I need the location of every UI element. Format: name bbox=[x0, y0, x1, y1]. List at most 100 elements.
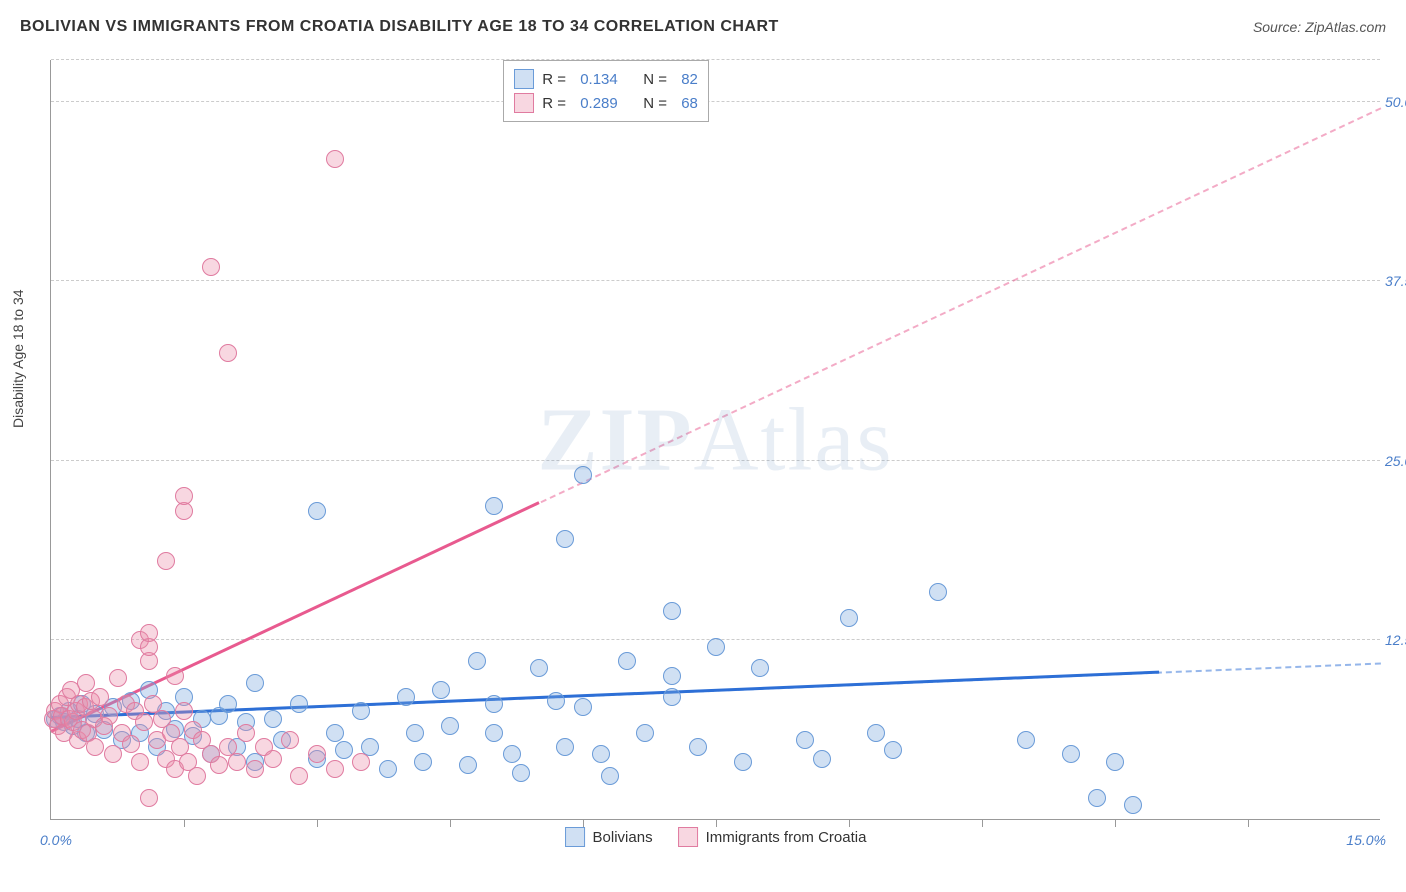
data-point bbox=[91, 688, 109, 706]
data-point bbox=[707, 638, 725, 656]
x-tick bbox=[583, 819, 584, 827]
data-point bbox=[264, 710, 282, 728]
gridline bbox=[51, 280, 1380, 281]
chart-header: BOLIVIAN VS IMMIGRANTS FROM CROATIA DISA… bbox=[0, 0, 1406, 46]
legend-swatch bbox=[514, 93, 534, 113]
y-tick-label: 12.5% bbox=[1385, 632, 1406, 648]
x-tick bbox=[317, 819, 318, 827]
data-point bbox=[689, 738, 707, 756]
legend-label: Immigrants from Croatia bbox=[706, 829, 867, 846]
data-point bbox=[397, 688, 415, 706]
x-tick bbox=[849, 819, 850, 827]
data-point bbox=[618, 652, 636, 670]
data-point bbox=[530, 659, 548, 677]
data-point bbox=[335, 741, 353, 759]
data-point bbox=[556, 530, 574, 548]
data-point bbox=[135, 713, 153, 731]
data-point bbox=[884, 741, 902, 759]
data-point bbox=[86, 738, 104, 756]
legend-r-value: 0.289 bbox=[580, 95, 635, 112]
data-point bbox=[175, 487, 193, 505]
data-point bbox=[281, 731, 299, 749]
data-point bbox=[140, 624, 158, 642]
legend-r-label: R = bbox=[542, 71, 572, 88]
legend-n-value: 68 bbox=[681, 95, 698, 112]
data-point bbox=[592, 745, 610, 763]
data-point bbox=[352, 702, 370, 720]
data-point bbox=[264, 750, 282, 768]
data-point bbox=[556, 738, 574, 756]
legend-label: Bolivians bbox=[593, 829, 653, 846]
x-tick bbox=[982, 819, 983, 827]
legend-r-label: R = bbox=[542, 95, 572, 112]
data-point bbox=[104, 745, 122, 763]
y-tick-label: 37.5% bbox=[1385, 273, 1406, 289]
legend-n-label: N = bbox=[643, 71, 673, 88]
legend-item: Immigrants from Croatia bbox=[678, 827, 867, 847]
data-point bbox=[432, 681, 450, 699]
data-point bbox=[574, 466, 592, 484]
data-point bbox=[663, 667, 681, 685]
legend-n-value: 82 bbox=[681, 71, 698, 88]
legend-row: R =0.134N =82 bbox=[514, 67, 698, 91]
data-point bbox=[219, 344, 237, 362]
data-point bbox=[813, 750, 831, 768]
data-point bbox=[468, 652, 486, 670]
x-tick bbox=[1248, 819, 1249, 827]
chart-title: BOLIVIAN VS IMMIGRANTS FROM CROATIA DISA… bbox=[20, 18, 779, 36]
data-point bbox=[140, 789, 158, 807]
legend-swatch bbox=[678, 827, 698, 847]
data-point bbox=[574, 698, 592, 716]
data-point bbox=[751, 659, 769, 677]
y-axis-label: Disability Age 18 to 34 bbox=[10, 289, 26, 428]
x-axis-max-label: 15.0% bbox=[1346, 832, 1386, 848]
data-point bbox=[308, 502, 326, 520]
legend-row: R = 0.289 N = 68 bbox=[514, 91, 698, 115]
x-tick bbox=[716, 819, 717, 827]
y-tick-label: 25.0% bbox=[1385, 453, 1406, 469]
series-legend: Bolivians Immigrants from Croatia bbox=[565, 827, 867, 847]
data-point bbox=[663, 688, 681, 706]
x-tick bbox=[184, 819, 185, 827]
data-point bbox=[166, 667, 184, 685]
correlation-legend: R =0.134N =82R =0.289N =68 bbox=[503, 60, 709, 122]
data-point bbox=[503, 745, 521, 763]
data-point bbox=[308, 745, 326, 763]
data-point bbox=[459, 756, 477, 774]
data-point bbox=[122, 735, 140, 753]
data-point bbox=[157, 552, 175, 570]
data-point bbox=[246, 760, 264, 778]
data-point bbox=[326, 724, 344, 742]
scatter-chart: ZIPAtlas R =0.134N =82R =0.289N =68 Boli… bbox=[50, 60, 1380, 820]
data-point bbox=[547, 692, 565, 710]
data-point bbox=[100, 707, 118, 725]
data-point bbox=[414, 753, 432, 771]
gridline bbox=[51, 59, 1380, 60]
data-point bbox=[379, 760, 397, 778]
data-point bbox=[1106, 753, 1124, 771]
data-point bbox=[485, 695, 503, 713]
data-point bbox=[636, 724, 654, 742]
data-point bbox=[1062, 745, 1080, 763]
gridline bbox=[51, 101, 1380, 102]
y-tick-label: 50.0% bbox=[1385, 94, 1406, 110]
x-axis-min-label: 0.0% bbox=[40, 832, 72, 848]
legend-swatch bbox=[514, 69, 534, 89]
data-point bbox=[485, 497, 503, 515]
gridline bbox=[51, 460, 1380, 461]
data-point bbox=[796, 731, 814, 749]
data-point bbox=[352, 753, 370, 771]
data-point bbox=[131, 753, 149, 771]
data-point bbox=[1088, 789, 1106, 807]
data-point bbox=[1124, 796, 1142, 814]
data-point bbox=[237, 724, 255, 742]
data-point bbox=[867, 724, 885, 742]
legend-n-label: N = bbox=[643, 95, 673, 112]
data-point bbox=[246, 674, 264, 692]
data-point bbox=[109, 669, 127, 687]
data-point bbox=[228, 753, 246, 771]
data-point bbox=[326, 150, 344, 168]
x-tick bbox=[1115, 819, 1116, 827]
data-point bbox=[734, 753, 752, 771]
data-point bbox=[663, 602, 681, 620]
